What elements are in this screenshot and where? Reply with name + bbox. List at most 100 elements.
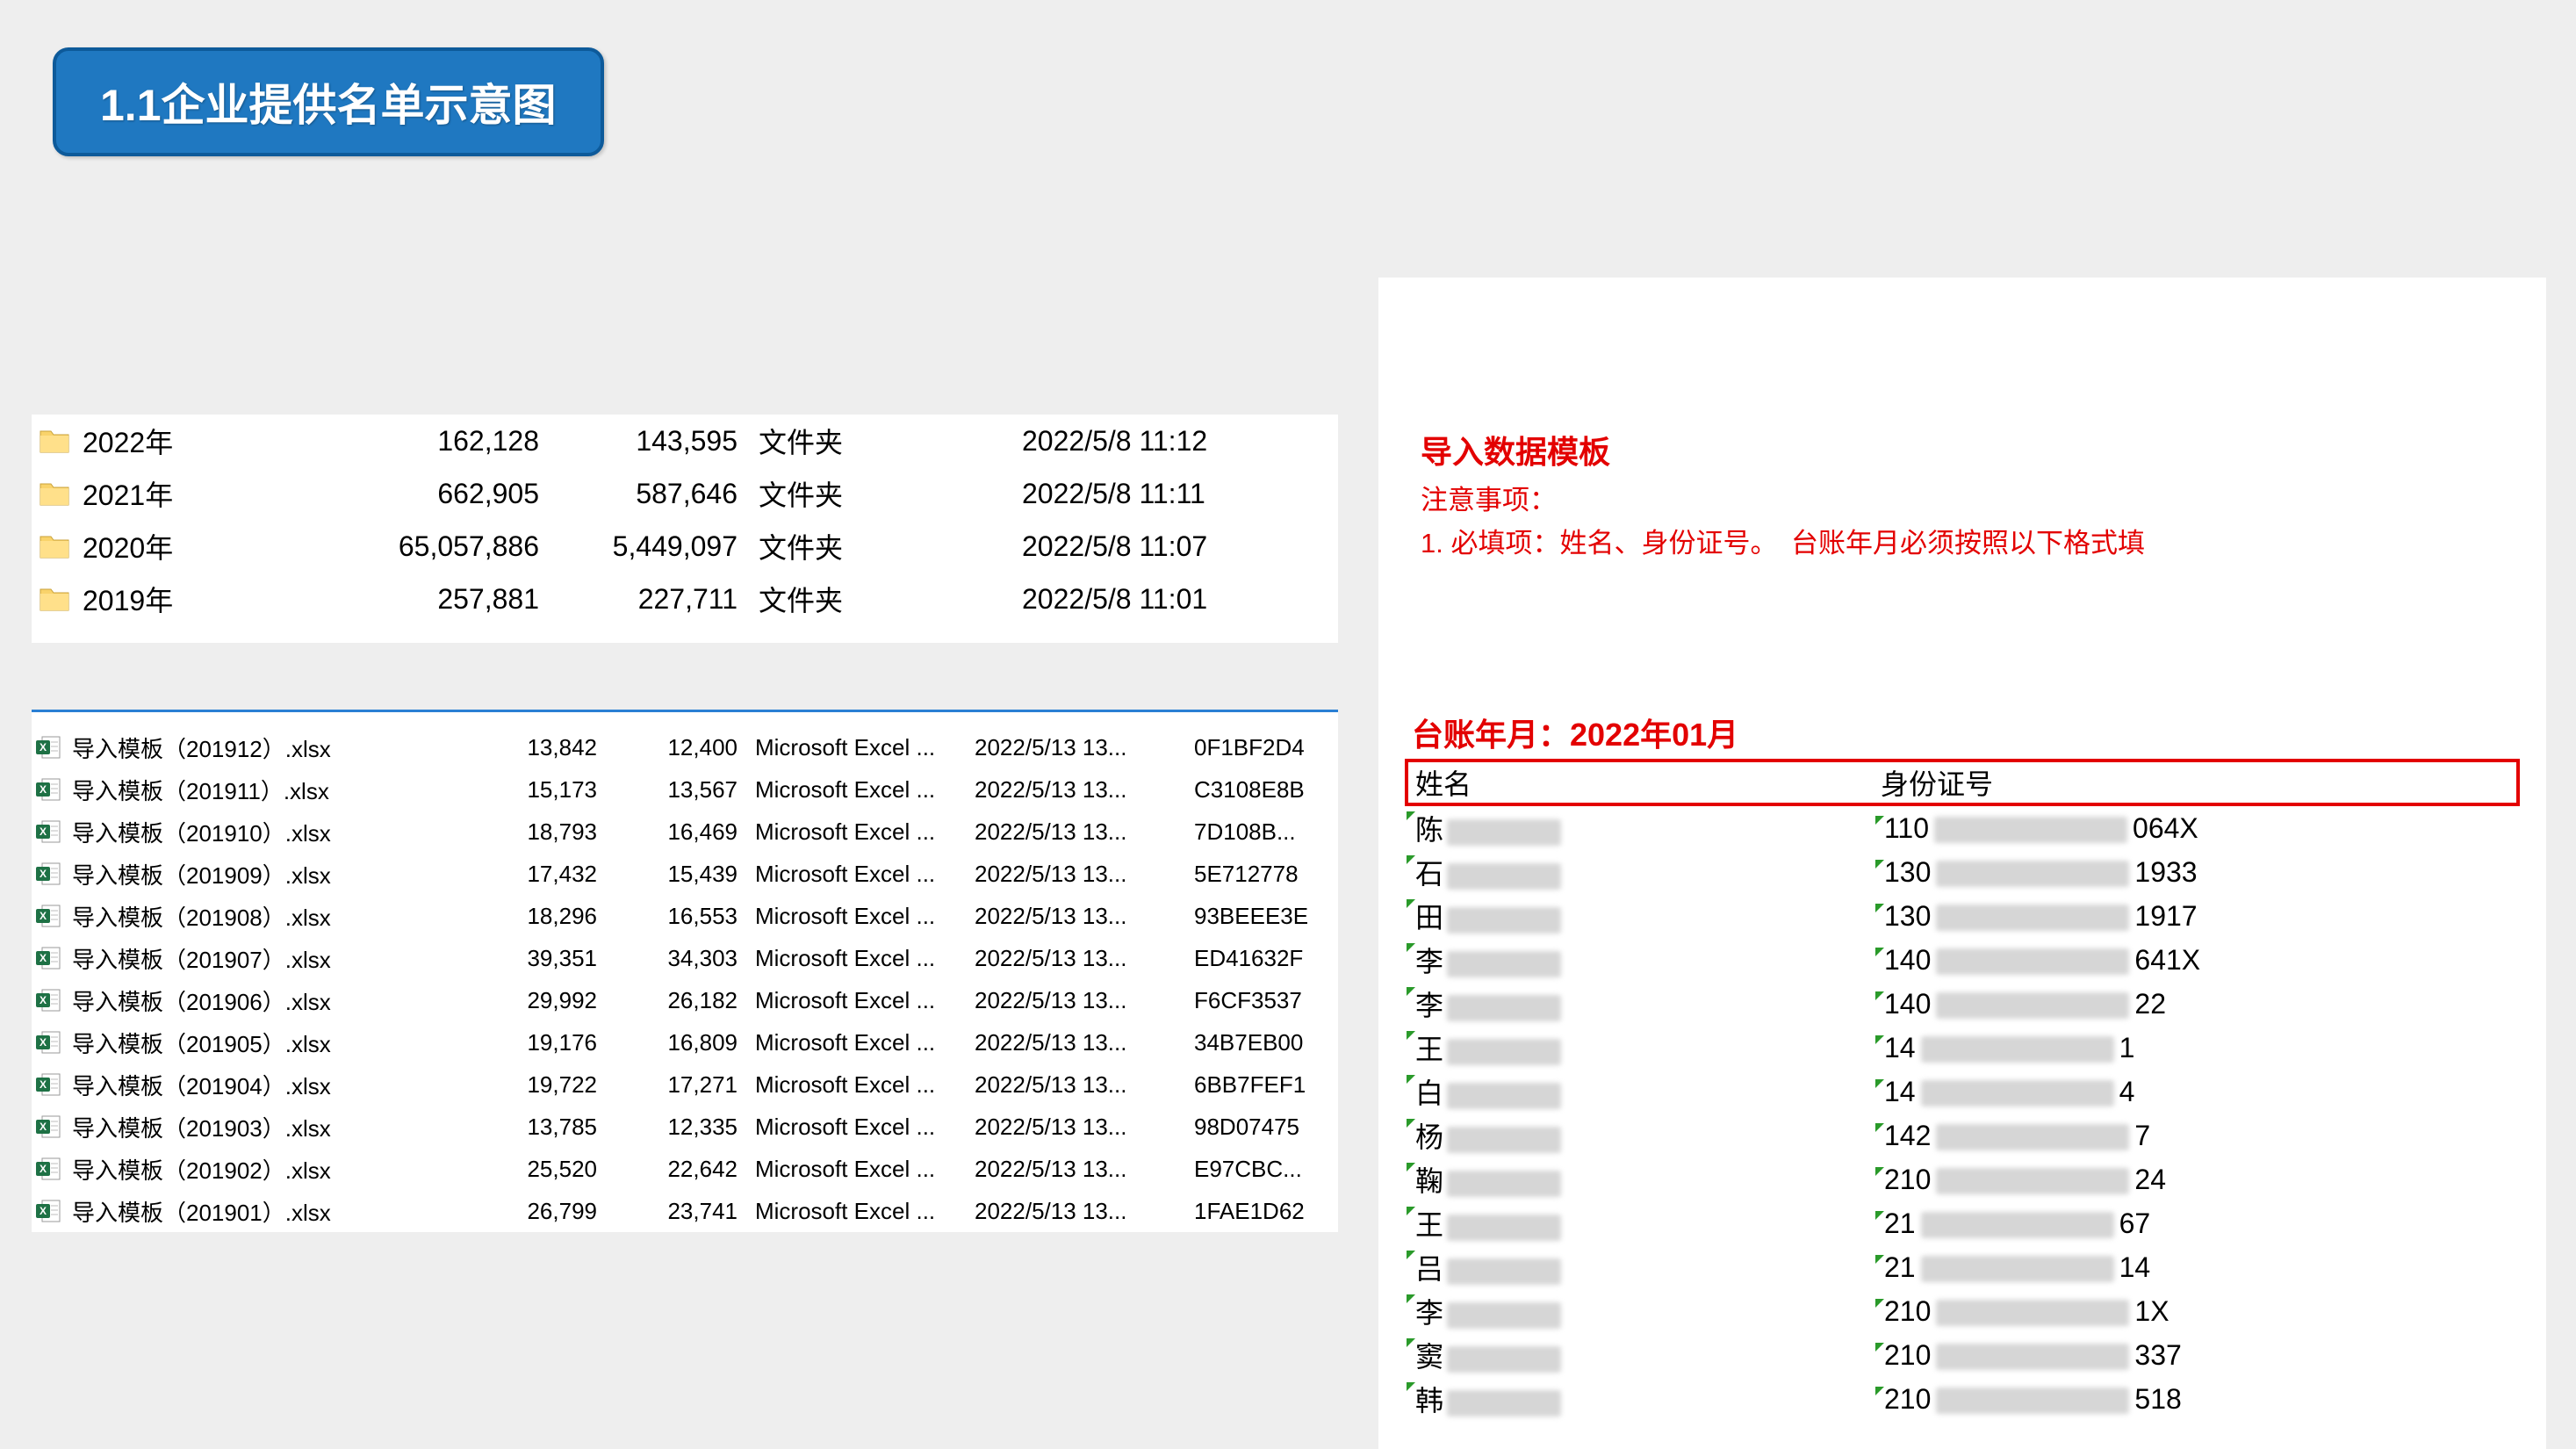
svg-text:X: X: [40, 741, 47, 753]
id-suffix: 24: [2134, 1164, 2166, 1195]
folder-size2: 143,595: [539, 425, 759, 458]
file-hash: 34B7EB00: [1194, 1029, 1338, 1056]
cell-error-marker: [1875, 1299, 1884, 1308]
cell-id: 210518: [1874, 1383, 2520, 1416]
redacted-name: [1447, 1390, 1561, 1417]
id-suffix: 064X: [2133, 812, 2198, 844]
svg-text:X: X: [40, 952, 47, 964]
file-date: 2022/5/13 13...: [975, 1114, 1194, 1141]
id-prefix: 130: [1884, 856, 1931, 888]
table-row[interactable]: 白 14 4: [1405, 1070, 2520, 1114]
folder-row[interactable]: 2019年257,881227,711文件夹2022/5/8 11:01: [32, 573, 1338, 625]
file-row[interactable]: X导入模板（201905）.xlsx19,17616,809Microsoft …: [32, 1021, 1338, 1063]
cell-name: 吕: [1405, 1247, 1874, 1287]
id-prefix: 130: [1884, 900, 1931, 932]
folder-list-panel: 2022年162,128143,595文件夹2022/5/8 11:122021…: [32, 415, 1338, 643]
folder-icon: [39, 533, 70, 559]
table-row[interactable]: 田1301917: [1405, 894, 2520, 938]
cell-error-marker: [1875, 904, 1884, 912]
file-size2: 17,271: [597, 1071, 755, 1099]
id-prefix: 21: [1884, 1251, 1916, 1283]
file-row[interactable]: X导入模板（201908）.xlsx18,29616,553Microsoft …: [32, 895, 1338, 937]
name-prefix: 李: [1415, 1297, 1443, 1329]
file-type: Microsoft Excel ...: [755, 987, 975, 1014]
cell-id: 14 4: [1874, 1076, 2520, 1108]
table-row[interactable]: 吕2114: [1405, 1245, 2520, 1289]
file-hash: 6BB7FEF1: [1194, 1071, 1338, 1099]
file-row[interactable]: X导入模板（201904）.xlsx19,72217,271Microsoft …: [32, 1063, 1338, 1106]
cell-id: 1301917: [1874, 900, 2520, 933]
cell-error-marker: [1875, 1387, 1884, 1395]
table-row[interactable]: 韩210518: [1405, 1377, 2520, 1421]
cell-error-marker: [1407, 855, 1415, 864]
folder-size1: 65,057,886: [311, 530, 539, 563]
redacted-id: [1936, 1388, 2129, 1414]
file-row[interactable]: X导入模板（201911）.xlsx15,17313,567Microsoft …: [32, 768, 1338, 811]
file-size1: 13,842: [439, 734, 597, 761]
table-row[interactable]: 李14022: [1405, 982, 2520, 1026]
cell-name: 陈: [1405, 808, 1874, 848]
file-name: 导入模板（201902）.xlsx: [72, 1153, 439, 1186]
file-size2: 16,553: [597, 903, 755, 930]
table-row[interactable]: 李140641X: [1405, 938, 2520, 982]
cell-name: 杨: [1405, 1115, 1874, 1156]
folder-row[interactable]: 2020年65,057,8865,449,097文件夹2022/5/8 11:0…: [32, 520, 1338, 573]
redacted-name: [1447, 1171, 1561, 1197]
table-row[interactable]: 鞠21024: [1405, 1157, 2520, 1201]
redacted-id: [1936, 1168, 2129, 1194]
file-hash: E97CBC...: [1194, 1156, 1338, 1183]
folder-row[interactable]: 2022年162,128143,595文件夹2022/5/8 11:12: [32, 415, 1338, 467]
file-date: 2022/5/13 13...: [975, 818, 1194, 846]
folder-name: 2021年: [83, 473, 311, 514]
name-prefix: 窦: [1415, 1341, 1443, 1373]
folder-date: 2022/5/8 11:01: [1022, 583, 1338, 616]
file-row[interactable]: X导入模板（201901）.xlsx26,79923,741Microsoft …: [32, 1190, 1338, 1232]
file-hash: 93BEEE3E: [1194, 903, 1338, 930]
file-name: 导入模板（201901）.xlsx: [72, 1195, 439, 1228]
file-hash: 0F1BF2D4: [1194, 734, 1338, 761]
table-row[interactable]: 石 130 1933: [1405, 850, 2520, 894]
file-type: Microsoft Excel ...: [755, 818, 975, 846]
table-row[interactable]: 陈110064X: [1405, 806, 2520, 850]
table-row[interactable]: 王2167: [1405, 1201, 2520, 1245]
id-prefix: 210: [1884, 1164, 1931, 1195]
file-date: 2022/5/13 13...: [975, 1198, 1194, 1225]
file-row[interactable]: X导入模板（201902）.xlsx25,52022,642Microsoft …: [32, 1148, 1338, 1190]
file-date: 2022/5/13 13...: [975, 1156, 1194, 1183]
file-row[interactable]: X导入模板（201906）.xlsx29,99226,182Microsoft …: [32, 979, 1338, 1021]
redacted-name: [1447, 1258, 1561, 1285]
table-row[interactable]: 李2101X: [1405, 1289, 2520, 1333]
cell-name: 白: [1405, 1071, 1874, 1112]
file-size1: 19,722: [439, 1071, 597, 1099]
cell-error-marker: [1875, 1211, 1884, 1220]
file-row[interactable]: X导入模板（201912）.xlsx13,84212,400Microsoft …: [32, 726, 1338, 768]
folder-row[interactable]: 2021年662,905587,646文件夹2022/5/8 11:11: [32, 467, 1338, 520]
id-suffix: 4: [2119, 1076, 2135, 1107]
folder-size1: 257,881: [311, 583, 539, 616]
file-row[interactable]: X导入模板（201910）.xlsx18,79316,469Microsoft …: [32, 811, 1338, 853]
cell-name: 石: [1405, 852, 1874, 892]
file-name: 导入模板（201909）.xlsx: [72, 858, 439, 890]
svg-text:X: X: [40, 1163, 47, 1175]
file-row[interactable]: X导入模板（201903）.xlsx13,78512,335Microsoft …: [32, 1106, 1338, 1148]
table-row[interactable]: 王141: [1405, 1026, 2520, 1070]
cell-id: 2114: [1874, 1251, 2520, 1284]
cell-error-marker: [1407, 1294, 1415, 1303]
table-row[interactable]: 杨1427: [1405, 1114, 2520, 1157]
table-row[interactable]: 窦210337: [1405, 1333, 2520, 1377]
file-row[interactable]: X导入模板（201909）.xlsx17,43215,439Microsoft …: [32, 853, 1338, 895]
excel-file-icon: X: [35, 1072, 61, 1097]
file-date: 2022/5/13 13...: [975, 987, 1194, 1014]
file-size1: 19,176: [439, 1029, 597, 1056]
cell-error-marker: [1407, 899, 1415, 908]
name-prefix: 李: [1415, 990, 1443, 1021]
id-suffix: 7: [2134, 1120, 2150, 1151]
redacted-id: [1936, 948, 2129, 975]
redacted-id: [1936, 992, 2129, 1019]
file-row[interactable]: X导入模板（201907）.xlsx39,35134,303Microsoft …: [32, 937, 1338, 979]
id-prefix: 14: [1884, 1076, 1916, 1107]
file-size1: 17,432: [439, 861, 597, 888]
id-suffix: 1933: [2134, 856, 2197, 888]
redacted-name: [1447, 1039, 1561, 1065]
svg-text:X: X: [40, 1121, 47, 1133]
